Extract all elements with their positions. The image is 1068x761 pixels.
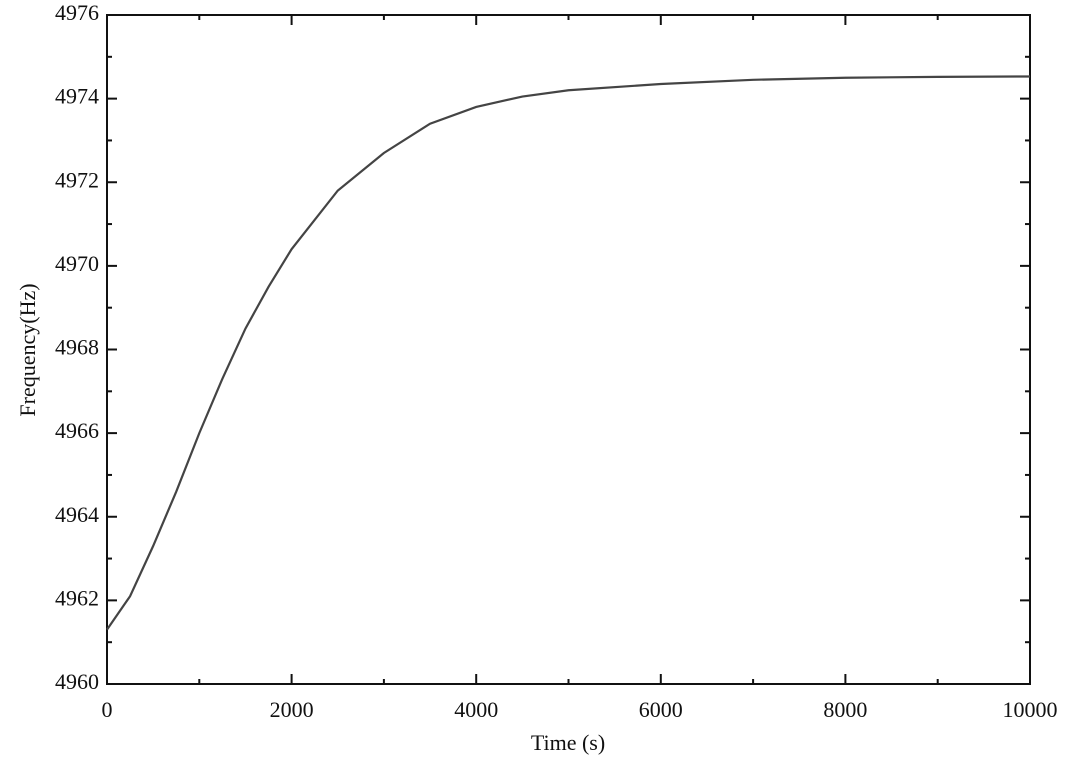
y-tick-label: 4974 [55, 84, 99, 109]
x-axis-label: Time (s) [531, 730, 605, 755]
y-tick-label: 4966 [55, 418, 99, 443]
x-tick-label: 10000 [1003, 697, 1058, 722]
x-tick-label: 4000 [454, 697, 498, 722]
y-tick-label: 4976 [55, 0, 99, 25]
y-tick-label: 4962 [55, 585, 99, 610]
x-tick-label: 8000 [823, 697, 867, 722]
x-tick-label: 6000 [639, 697, 683, 722]
x-tick-label: 0 [102, 697, 113, 722]
plot-frame [106, 14, 1031, 685]
y-tick-label: 4970 [55, 251, 99, 276]
line [106, 75, 1031, 631]
y-tick-label: 4968 [55, 335, 99, 360]
y-axis-label: Frequency(Hz) [15, 283, 40, 416]
y-tick-label: 4960 [55, 669, 99, 694]
x-tick-label: 2000 [270, 697, 314, 722]
y-tick-label: 4972 [55, 167, 99, 192]
y-tick-label: 4964 [55, 502, 99, 527]
